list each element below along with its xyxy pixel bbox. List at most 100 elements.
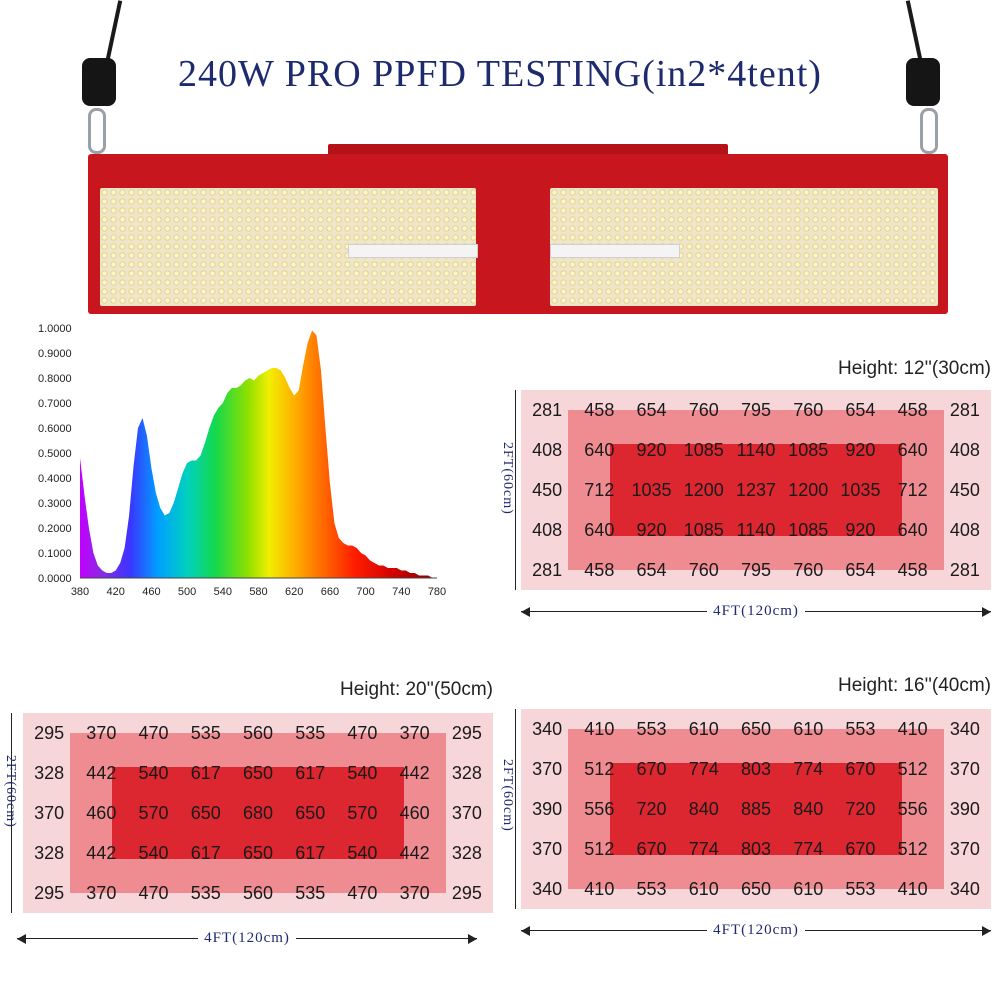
x-tick-label: 420: [107, 586, 125, 598]
ppfd-value: 654: [845, 399, 876, 420]
ppfd-value: 610: [793, 718, 824, 739]
width-dimension-label: 2FT(60cm): [500, 759, 515, 832]
x-tick-label: 540: [214, 586, 232, 598]
ppfd-value: 442: [86, 842, 117, 863]
ppfd-value: 560: [242, 882, 273, 903]
height-label: Height: 20''(50cm): [340, 679, 493, 700]
ppfd-value: 570: [347, 802, 378, 823]
ppfd-value: 442: [399, 842, 430, 863]
ppfd-value: 370: [532, 758, 563, 779]
ppfd-value: 1085: [683, 519, 724, 540]
ppfd-value: 760: [793, 559, 824, 580]
ppfd-value: 370: [532, 838, 563, 859]
ppfd-value: 553: [636, 718, 667, 739]
ppfd-value: 650: [190, 802, 221, 823]
ppfd-value: 610: [793, 878, 824, 899]
ppfd-value: 540: [347, 842, 378, 863]
ppfd-value: 774: [688, 758, 719, 779]
ppfd-value: 370: [949, 758, 980, 779]
vertical-dimension-line: [515, 390, 516, 590]
length-dimension-label: 4FT(120cm): [707, 922, 805, 938]
ppfd-value: 920: [845, 439, 876, 460]
ppfd-value: 458: [897, 399, 928, 420]
ppfd-value: 295: [34, 722, 65, 743]
ppfd-grid: 281 458 654 760 795 760 654 458 281 408 640 920 1085…: [521, 390, 991, 590]
ppfd-value: 460: [86, 802, 117, 823]
x-tick-label: 620: [285, 586, 303, 598]
ppfd-value: 281: [949, 559, 980, 580]
x-tick-label: 780: [428, 586, 446, 598]
core-zone: [609, 763, 903, 855]
ppfd-value: 803: [740, 838, 771, 859]
ppfd-value: 650: [242, 762, 273, 783]
y-tick-label: 0.1000: [38, 548, 72, 560]
y-tick-label: 1.0000: [38, 323, 72, 335]
ppfd-value: 470: [138, 882, 169, 903]
ppfd-value: 640: [897, 519, 928, 540]
ppfd-value: 553: [845, 878, 876, 899]
ppfd-value: 470: [138, 722, 169, 743]
length-dimension-label: 4FT(120cm): [198, 930, 296, 946]
ppfd-value: 535: [295, 722, 326, 743]
ppfd-value: 370: [399, 722, 430, 743]
x-tick-label: 380: [71, 586, 89, 598]
ppfd-value: 654: [845, 559, 876, 580]
height-label: Height: 12''(30cm): [838, 358, 991, 379]
width-dimension-label: 2FT(60cm): [500, 442, 515, 515]
ppfd-value: 774: [793, 758, 824, 779]
ppfd-value: 640: [584, 439, 615, 460]
ppfd-value: 442: [86, 762, 117, 783]
ppfd-value: 650: [242, 842, 273, 863]
ppfd-value: 540: [138, 842, 169, 863]
ppfd-value: 712: [584, 479, 615, 500]
led-fixture: [88, 144, 948, 316]
ppfd-value: 650: [740, 878, 771, 899]
page-title: 240W PRO PPFD TESTING(in2*4tent): [178, 53, 822, 95]
ppfd-value: 328: [34, 762, 65, 783]
ppfd-value: 760: [688, 559, 719, 580]
ppfd-value: 512: [897, 838, 928, 859]
ppfd-value: 410: [897, 718, 928, 739]
ppfd-value: 1035: [840, 479, 881, 500]
ppfd-value: 654: [636, 399, 667, 420]
ppfd-value: 560: [242, 722, 273, 743]
y-tick-label: 0.7000: [38, 398, 72, 410]
right-uv-bar: [550, 244, 680, 258]
ppfd-value: 920: [636, 439, 667, 460]
ppfd-value: 1200: [683, 479, 724, 500]
ppfd-value: 670: [636, 838, 667, 859]
ppfd-value: 458: [584, 399, 615, 420]
ppfd-value: 340: [949, 878, 980, 899]
y-tick-label: 0.9000: [38, 348, 72, 360]
y-tick-label: 0.8000: [38, 373, 72, 385]
vertical-dimension-line: [515, 709, 516, 909]
ppfd-value: 410: [897, 878, 928, 899]
ppfd-value: 370: [451, 802, 482, 823]
ppfd-value: 370: [949, 838, 980, 859]
ppfd-value: 408: [949, 439, 980, 460]
ppfd-value: 680: [242, 802, 273, 823]
ppfd-value: 540: [138, 762, 169, 783]
ppfd-value: 1085: [788, 519, 829, 540]
ppfd-value: 1085: [683, 439, 724, 460]
ppfd-value: 640: [584, 519, 615, 540]
ppfd-value: 370: [34, 802, 65, 823]
ppfd-value: 408: [532, 519, 563, 540]
ppfd-value: 840: [688, 798, 719, 819]
ppfd-value: 617: [295, 762, 326, 783]
ppfd-value: 340: [949, 718, 980, 739]
ppfd-value: 774: [793, 838, 824, 859]
right-carabiner-icon: [920, 108, 938, 154]
ppfd-value: 442: [399, 762, 430, 783]
ppfd-value: 1140: [736, 439, 776, 460]
ppfd-value: 458: [897, 559, 928, 580]
y-tick-label: 0.4000: [38, 473, 72, 485]
x-tick-label: 460: [142, 586, 160, 598]
ppfd-value: 370: [399, 882, 430, 903]
ppfd-value: 617: [190, 762, 221, 783]
ppfd-value: 760: [793, 399, 824, 420]
ppfd-value: 450: [532, 479, 563, 500]
ppfd-value: 281: [949, 399, 980, 420]
ppfd-value: 610: [688, 878, 719, 899]
ppfd-value: 535: [295, 882, 326, 903]
